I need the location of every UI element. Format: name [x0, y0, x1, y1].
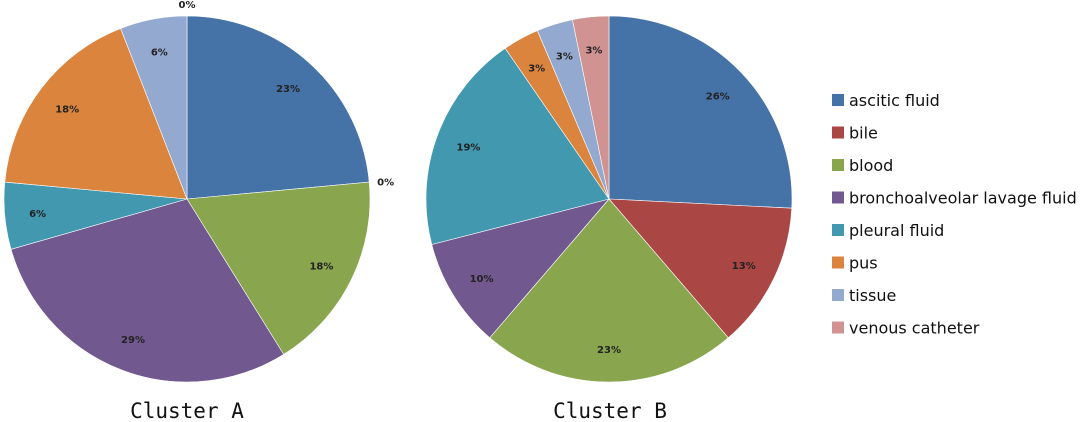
data-label-bronchoalveolar-lavage-fluid: 10% [470, 274, 494, 285]
slice-blood [489, 198, 729, 383]
data-label-pleural-fluid: 6% [29, 209, 46, 220]
data-label-bile: 13% [732, 261, 756, 272]
legend-swatch-blood [832, 159, 844, 171]
legend-label-ascitic-fluid: ascitic fluid [849, 91, 940, 110]
data-label-venous-catheter: 3% [585, 46, 602, 57]
legend-swatch-pus [832, 256, 844, 269]
data-label-bile: 0% [377, 177, 394, 188]
legend-swatch-tissue [832, 289, 844, 301]
legend-label-venous-catheter: venous catheter [849, 319, 980, 338]
data-label-tissue: 3% [556, 52, 573, 63]
legend-swatch-bile [832, 126, 844, 139]
pie-cluster-b: 26% 13% 23% 10% 19% 3% 3% 3% [425, 15, 793, 383]
slice-ascitic-fluid [186, 15, 370, 200]
data-label-ascitic-fluid: 26% [706, 92, 730, 103]
data-label-blood: 23% [597, 345, 621, 356]
data-label-pus: 18% [55, 105, 79, 116]
slice-bronchoalveolar-lavage-fluid [10, 198, 285, 383]
legend-label-pus: pus [849, 254, 878, 273]
data-label-venous-catheter: 0% [179, 0, 196, 11]
pie-cluster-a: 23% 0% 18% 29% 6% 18% 6% 0% [3, 0, 394, 383]
title-cluster-b: Cluster B [553, 399, 667, 422]
slice-bile [608, 198, 793, 339]
data-label-pleural-fluid: 19% [456, 142, 480, 153]
legend-swatch-pleural-fluid [832, 224, 844, 236]
data-label-tissue: 6% [151, 48, 168, 59]
slice-tissue [120, 15, 188, 200]
legend-swatch-venous-catheter [832, 321, 844, 334]
legend-label-pleural-fluid: pleural fluid [849, 221, 944, 240]
slice-blood [186, 181, 371, 355]
legend-swatch-ascitic-fluid [832, 94, 844, 106]
slice-venous-catheter [572, 15, 610, 200]
data-label-blood: 18% [309, 262, 333, 273]
legend-label-tissue: tissue [849, 286, 896, 305]
slice-bronchoalveolar-lavage-fluid [431, 198, 610, 339]
slice-pus [4, 28, 188, 200]
legend-label-bronchoalveolar-lavage-fluid: bronchoalveolar lavage fluid [849, 189, 1077, 208]
data-label-bronchoalveolar-lavage-fluid: 29% [121, 335, 145, 346]
slice-ascitic-fluid [608, 15, 793, 209]
legend-swatch-bronchoalveolar-lavage-fluid [832, 191, 844, 204]
legend: ascitic fluid bile blood bronchoalveolar la… [832, 91, 1077, 338]
data-label-pus: 3% [528, 64, 545, 75]
title-cluster-a: Cluster A [130, 399, 244, 422]
legend-label-bile: bile [849, 124, 878, 143]
slice-pleural-fluid [425, 47, 610, 245]
data-label-ascitic-fluid: 23% [276, 84, 300, 95]
legend-label-blood: blood [849, 156, 893, 175]
